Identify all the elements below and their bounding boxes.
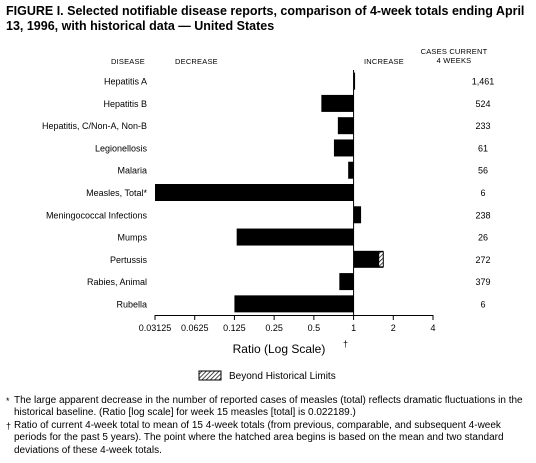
footnote-mark: † <box>6 421 12 431</box>
x-tick-label: 0.03125 <box>139 323 172 333</box>
beyond-limits-hatch <box>378 251 384 268</box>
cases-header-line1: CASES CURRENT <box>420 47 488 56</box>
x-tick-label: 2 <box>391 323 396 333</box>
decrease-column-header: DECREASE <box>175 57 218 66</box>
disease-label: Rabies, Animal <box>87 277 147 287</box>
bar-measles-total <box>155 184 354 201</box>
bar-hepatitis-b <box>321 94 354 112</box>
increase-column-header: INCREASE <box>364 57 404 66</box>
x-tick-label: 0.25 <box>265 323 283 333</box>
disease-label: Hepatitis, C/Non-A, Non-B <box>42 121 147 131</box>
disease-column-header: DISEASE <box>111 57 145 66</box>
disease-label: Hepatitis A <box>104 77 147 87</box>
cases-count: 238 <box>475 210 490 220</box>
disease-label: Rubella <box>116 299 147 309</box>
x-tick-label: 0.125 <box>223 323 246 333</box>
bar-chart: Hepatitis A 1,461 Hepatitis B 524 Hepatitis,… <box>42 70 495 382</box>
footnote-ratio: † Ratio of current 4-week total to mean o… <box>6 420 524 457</box>
cases-column-header: CASES CURRENT 4 WEEKS <box>414 47 494 65</box>
disease-label: Mumps <box>117 233 147 243</box>
chart-legend: Beyond Historical Limits <box>198 370 336 382</box>
cases-count: 524 <box>475 99 490 109</box>
bar-rabies-animal <box>339 273 354 291</box>
disease-label: Pertussis <box>110 255 148 265</box>
x-tick-label: 1 <box>351 323 356 333</box>
footnote-text: Ratio of current 4-week total to mean of… <box>14 420 504 456</box>
legend-hatch-swatch <box>198 370 222 381</box>
bar-hepatitis-c-non-a-non-b <box>337 117 354 135</box>
footnote-text: The large apparent decrease in the numbe… <box>14 395 523 419</box>
disease-label: Hepatitis B <box>103 99 147 109</box>
cases-count: 6 <box>480 299 485 309</box>
x-tick-label: 0.5 <box>308 323 321 333</box>
bar-meningococcal-infections <box>353 206 362 224</box>
cases-count: 6 <box>480 188 485 198</box>
disease-label: Malaria <box>117 166 147 176</box>
cases-count: 272 <box>475 255 490 265</box>
bar-pertussis <box>353 250 384 268</box>
footnote-measles: * The large apparent decrease in the numb… <box>6 395 524 420</box>
x-axis-label: Ratio (Log Scale) <box>233 342 326 356</box>
disease-label: Legionellosis <box>95 143 148 153</box>
footnote-mark: * <box>6 396 10 406</box>
cases-header-line2: 4 WEEKS <box>436 56 472 65</box>
cases-count: 233 <box>475 121 490 131</box>
cases-count: 56 <box>478 166 488 176</box>
legend-label: Beyond Historical Limits <box>229 371 336 382</box>
bar-malaria <box>348 161 354 179</box>
bar-hepatitis-a <box>353 72 356 90</box>
x-axis-label-mark: † <box>343 339 348 349</box>
x-tick-label: 0.0625 <box>181 323 209 333</box>
bar-legionellosis <box>333 139 354 157</box>
disease-label: Measles, Total* <box>86 188 147 198</box>
bar-rubella <box>234 295 354 313</box>
x-tick-label: 4 <box>430 323 435 333</box>
figure-title: FIGURE I. Selected notifiable disease re… <box>6 4 525 33</box>
bar-mumps <box>236 228 354 246</box>
cases-count: 379 <box>475 277 490 287</box>
cases-count: 1,461 <box>472 77 495 87</box>
cases-count: 26 <box>478 233 488 243</box>
disease-label: Meningococcal Infections <box>46 210 148 220</box>
cases-count: 61 <box>478 143 488 153</box>
